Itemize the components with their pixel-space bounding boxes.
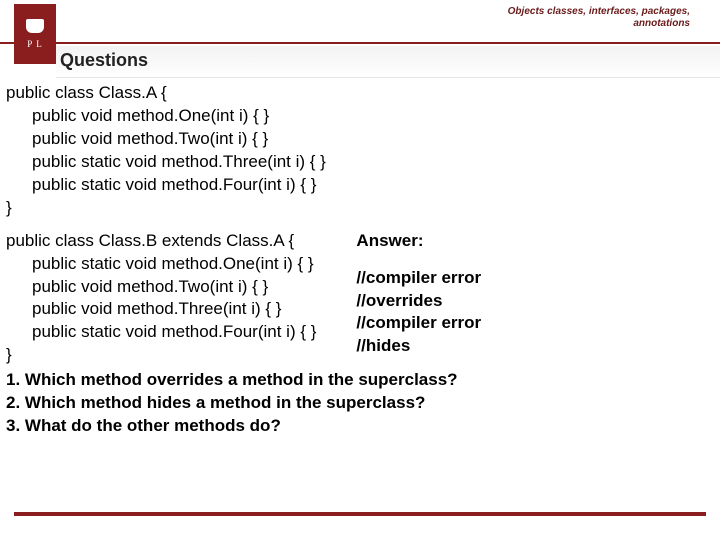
answer-line-2: //overrides	[356, 290, 481, 313]
header-topic-line1: Objects classes, interfaces, packages,	[0, 6, 690, 18]
class-a-decl: public class Class.A {	[6, 82, 714, 105]
answer-block: Answer: //compiler error //overrides //c…	[316, 230, 481, 359]
class-a-m4: public static void method.Four(int i) { …	[6, 174, 714, 197]
question-3: 3. What do the other methods do?	[6, 415, 714, 438]
answer-line-4: //hides	[356, 335, 481, 358]
section-title: Questions	[56, 46, 720, 78]
class-b-close: }	[6, 344, 316, 367]
answer-lines: //compiler error //overrides //compiler …	[356, 267, 481, 359]
questions-block: 1. Which method overrides a method in th…	[6, 369, 714, 438]
header-topic-line2: annotations	[0, 18, 690, 30]
question-2: 2. Which method hides a method in the su…	[6, 392, 714, 415]
class-b-m2: public void method.Two(int i) { }	[6, 276, 316, 299]
header-rule	[0, 42, 720, 44]
footer-rule	[14, 512, 706, 516]
content-area: public class Class.A { public void metho…	[0, 78, 720, 438]
answer-title: Answer:	[356, 230, 481, 253]
logo: P L	[14, 4, 56, 64]
class-b-decl: public class Class.B extends Class.A {	[6, 230, 316, 253]
class-a-close: }	[6, 197, 714, 220]
class-b-m1: public static void method.One(int i) { }	[6, 253, 316, 276]
header-topic: Objects classes, interfaces, packages, a…	[0, 0, 720, 30]
class-b-m4: public static void method.Four(int i) { …	[6, 321, 316, 344]
logo-letters: P L	[27, 39, 42, 49]
question-1: 1. Which method overrides a method in th…	[6, 369, 714, 392]
class-b-row: public class Class.B extends Class.A { p…	[6, 230, 714, 368]
class-b-m3: public void method.Three(int i) { }	[6, 298, 316, 321]
class-a-m2: public void method.Two(int i) { }	[6, 128, 714, 151]
logo-shield-icon	[26, 19, 44, 33]
answer-line-3: //compiler error	[356, 312, 481, 335]
answer-line-1: //compiler error	[356, 267, 481, 290]
class-b-block: public class Class.B extends Class.A { p…	[6, 230, 316, 368]
class-a-m3: public static void method.Three(int i) {…	[6, 151, 714, 174]
class-a-block: public class Class.A { public void metho…	[6, 82, 714, 220]
class-a-m1: public void method.One(int i) { }	[6, 105, 714, 128]
